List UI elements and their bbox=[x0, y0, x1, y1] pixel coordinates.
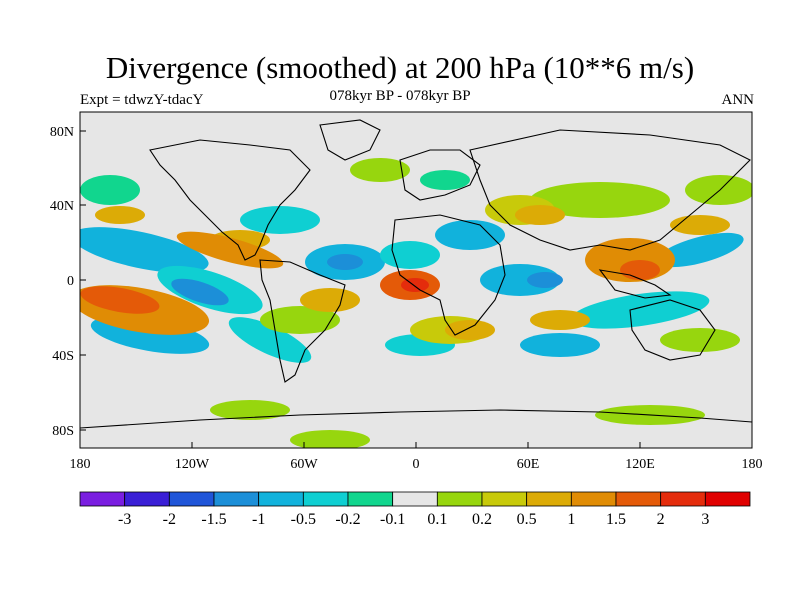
lon-label: 60W bbox=[290, 457, 318, 472]
lon-label: 120W bbox=[175, 457, 210, 472]
field-patch bbox=[620, 260, 660, 280]
field-patch bbox=[530, 310, 590, 330]
field-patch bbox=[435, 220, 505, 250]
colorbar-swatch bbox=[704, 491, 751, 507]
field-patch bbox=[527, 272, 563, 288]
colorbar-label: 2 bbox=[657, 511, 665, 528]
colorbar-swatch bbox=[481, 491, 528, 507]
colorbar: -3 -2 -1.5 -1 -0.5 -0.2 -0.1 0.1 0.2 0.5 1 1.5 2 3 bbox=[79, 491, 751, 528]
longitude-axis: 180 120W 60W 0 60E 120E 180 bbox=[70, 442, 763, 472]
map-title: Divergence (smoothed) at 200 hPa (10**6 … bbox=[105, 50, 695, 85]
colorbar-swatch bbox=[168, 491, 215, 507]
lon-label: 180 bbox=[70, 457, 91, 472]
colorbar-label: -0.2 bbox=[335, 511, 360, 528]
field-patch bbox=[290, 430, 370, 448]
colorbar-label: 1 bbox=[567, 511, 575, 528]
coast-south-america bbox=[259, 259, 346, 383]
field-patch bbox=[80, 227, 209, 273]
coast-australia bbox=[629, 299, 716, 361]
field-patch bbox=[228, 317, 312, 363]
colorbar-label: 3 bbox=[701, 511, 709, 528]
colorbar-swatch bbox=[79, 491, 126, 507]
field-patch bbox=[445, 320, 495, 340]
latitude-axis: 80N 40N 0 40S 80S bbox=[50, 125, 86, 439]
coast-indonesia bbox=[598, 269, 672, 299]
field-patch bbox=[530, 182, 670, 218]
coast-greenland bbox=[319, 119, 381, 161]
lat-label: 80N bbox=[50, 125, 74, 140]
field-patch bbox=[171, 278, 229, 306]
colorbar-swatch bbox=[526, 491, 572, 507]
field-patch bbox=[350, 158, 410, 182]
coast-north-america bbox=[149, 139, 311, 261]
field-patch bbox=[670, 215, 730, 235]
colorbar-swatch bbox=[213, 491, 260, 507]
divergence-field bbox=[80, 119, 752, 448]
lon-label: 120E bbox=[625, 457, 655, 472]
colorbar-swatch bbox=[124, 491, 170, 507]
field-patch bbox=[327, 254, 363, 270]
period-label: 078kyr BP - 078kyr BP bbox=[329, 88, 471, 104]
field-patch bbox=[80, 175, 140, 205]
field-patch bbox=[300, 288, 360, 312]
experiment-label: Expt = tdwzY-tdacY bbox=[80, 92, 204, 108]
coast-africa bbox=[391, 214, 506, 336]
field-patch bbox=[240, 206, 320, 234]
colorbar-label: -0.1 bbox=[380, 511, 405, 528]
lat-label: 80S bbox=[52, 424, 74, 439]
field-patch bbox=[176, 231, 284, 269]
lat-label: 40S bbox=[52, 349, 74, 364]
lat-label: 40N bbox=[50, 199, 74, 214]
field-patch bbox=[520, 333, 600, 357]
colorbar-swatch bbox=[347, 491, 394, 507]
field-patch bbox=[80, 286, 160, 314]
field-patch bbox=[210, 400, 290, 420]
field-patch bbox=[260, 306, 340, 334]
colorbar-label: -2 bbox=[163, 511, 176, 528]
season-label: ANN bbox=[721, 92, 755, 108]
colorbar-swatch bbox=[392, 491, 438, 507]
field-patch bbox=[685, 175, 752, 205]
coast-antarctica bbox=[80, 409, 752, 429]
colorbar-label: -1 bbox=[252, 511, 265, 528]
colorbar-swatch bbox=[258, 491, 304, 507]
colorbar-label: -3 bbox=[118, 511, 131, 528]
colorbar-swatch bbox=[615, 491, 662, 507]
coast-asia bbox=[469, 129, 751, 251]
lat-label: 0 bbox=[67, 274, 74, 289]
coastlines bbox=[80, 119, 752, 429]
field-patch bbox=[420, 170, 470, 190]
colorbar-swatch bbox=[436, 491, 483, 507]
field-patch bbox=[570, 291, 710, 329]
field-patch bbox=[401, 278, 429, 292]
field-patch bbox=[515, 205, 565, 225]
colorbar-label: 0.1 bbox=[427, 511, 447, 528]
colorbar-label: 1.5 bbox=[606, 511, 626, 528]
colorbar-label: -0.5 bbox=[291, 511, 316, 528]
lon-label: 0 bbox=[413, 457, 420, 472]
colorbar-label: -1.5 bbox=[201, 511, 226, 528]
field-patch bbox=[656, 232, 744, 268]
field-patch bbox=[95, 206, 145, 224]
colorbar-label: 0.5 bbox=[517, 511, 537, 528]
colorbar-label: 0.2 bbox=[472, 511, 492, 528]
colorbar-swatch bbox=[660, 491, 706, 507]
colorbar-swatch bbox=[302, 491, 349, 507]
lon-label: 60E bbox=[517, 457, 540, 472]
colorbar-swatch bbox=[570, 491, 617, 507]
field-patch bbox=[380, 241, 440, 269]
coast-europe bbox=[399, 149, 481, 201]
field-patch bbox=[660, 328, 740, 352]
lon-label: 180 bbox=[742, 457, 763, 472]
